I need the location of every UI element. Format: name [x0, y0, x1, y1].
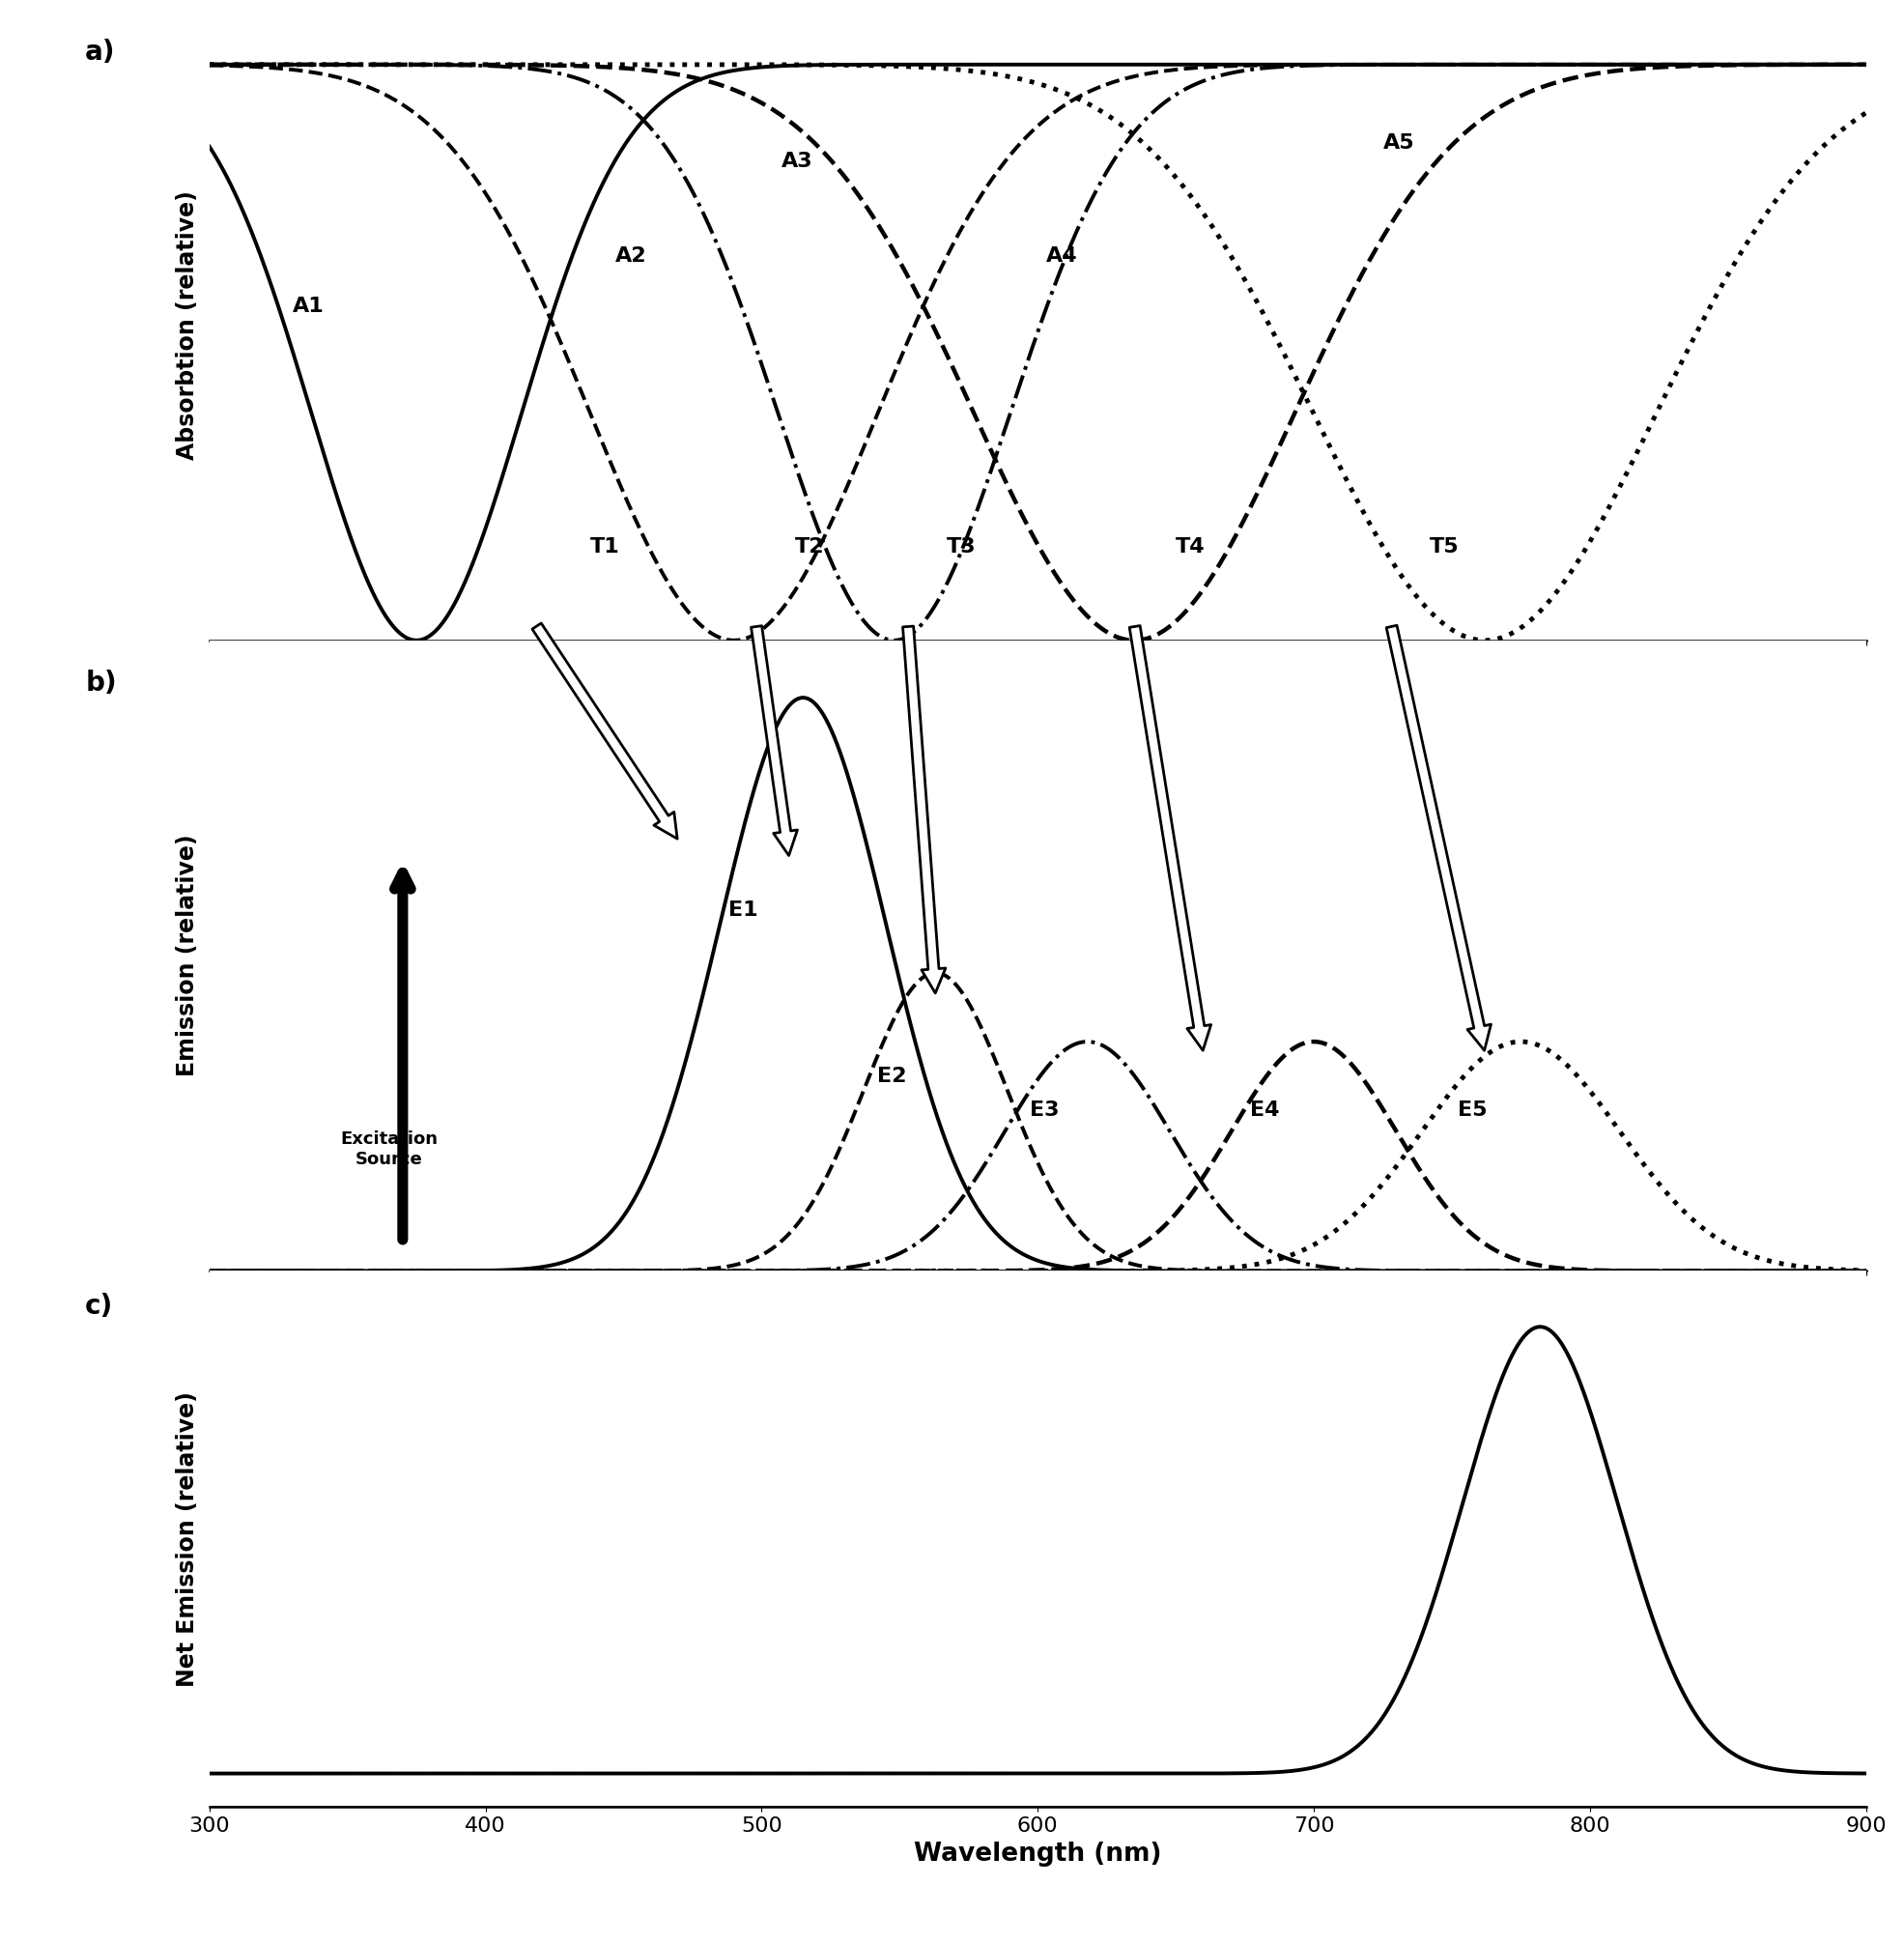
Y-axis label: Absorbtion (relative): Absorbtion (relative) — [175, 190, 198, 460]
Text: T4: T4 — [1177, 536, 1205, 556]
Text: A2: A2 — [615, 247, 647, 266]
Text: T5: T5 — [1430, 536, 1458, 556]
Text: b): b) — [86, 670, 116, 698]
Text: c): c) — [86, 1292, 114, 1319]
Y-axis label: Emission (relative): Emission (relative) — [175, 835, 198, 1076]
Text: Excitation
Source: Excitation Source — [341, 1131, 438, 1168]
Y-axis label: Net Emission (relative): Net Emission (relative) — [175, 1391, 198, 1687]
Text: a): a) — [86, 39, 116, 66]
Text: E5: E5 — [1457, 1102, 1487, 1119]
Text: E3: E3 — [1030, 1102, 1059, 1119]
Text: A3: A3 — [781, 152, 813, 171]
Text: T3: T3 — [946, 536, 977, 556]
Text: A5: A5 — [1382, 132, 1415, 152]
Text: E4: E4 — [1251, 1102, 1279, 1119]
Text: T1: T1 — [590, 536, 621, 556]
Text: A4: A4 — [1045, 247, 1078, 266]
Text: A1: A1 — [293, 297, 324, 317]
X-axis label: Wavelength (nm): Wavelength (nm) — [914, 1842, 1161, 1865]
Text: E2: E2 — [878, 1067, 906, 1086]
Text: E1: E1 — [729, 900, 758, 919]
Text: T2: T2 — [794, 536, 824, 556]
